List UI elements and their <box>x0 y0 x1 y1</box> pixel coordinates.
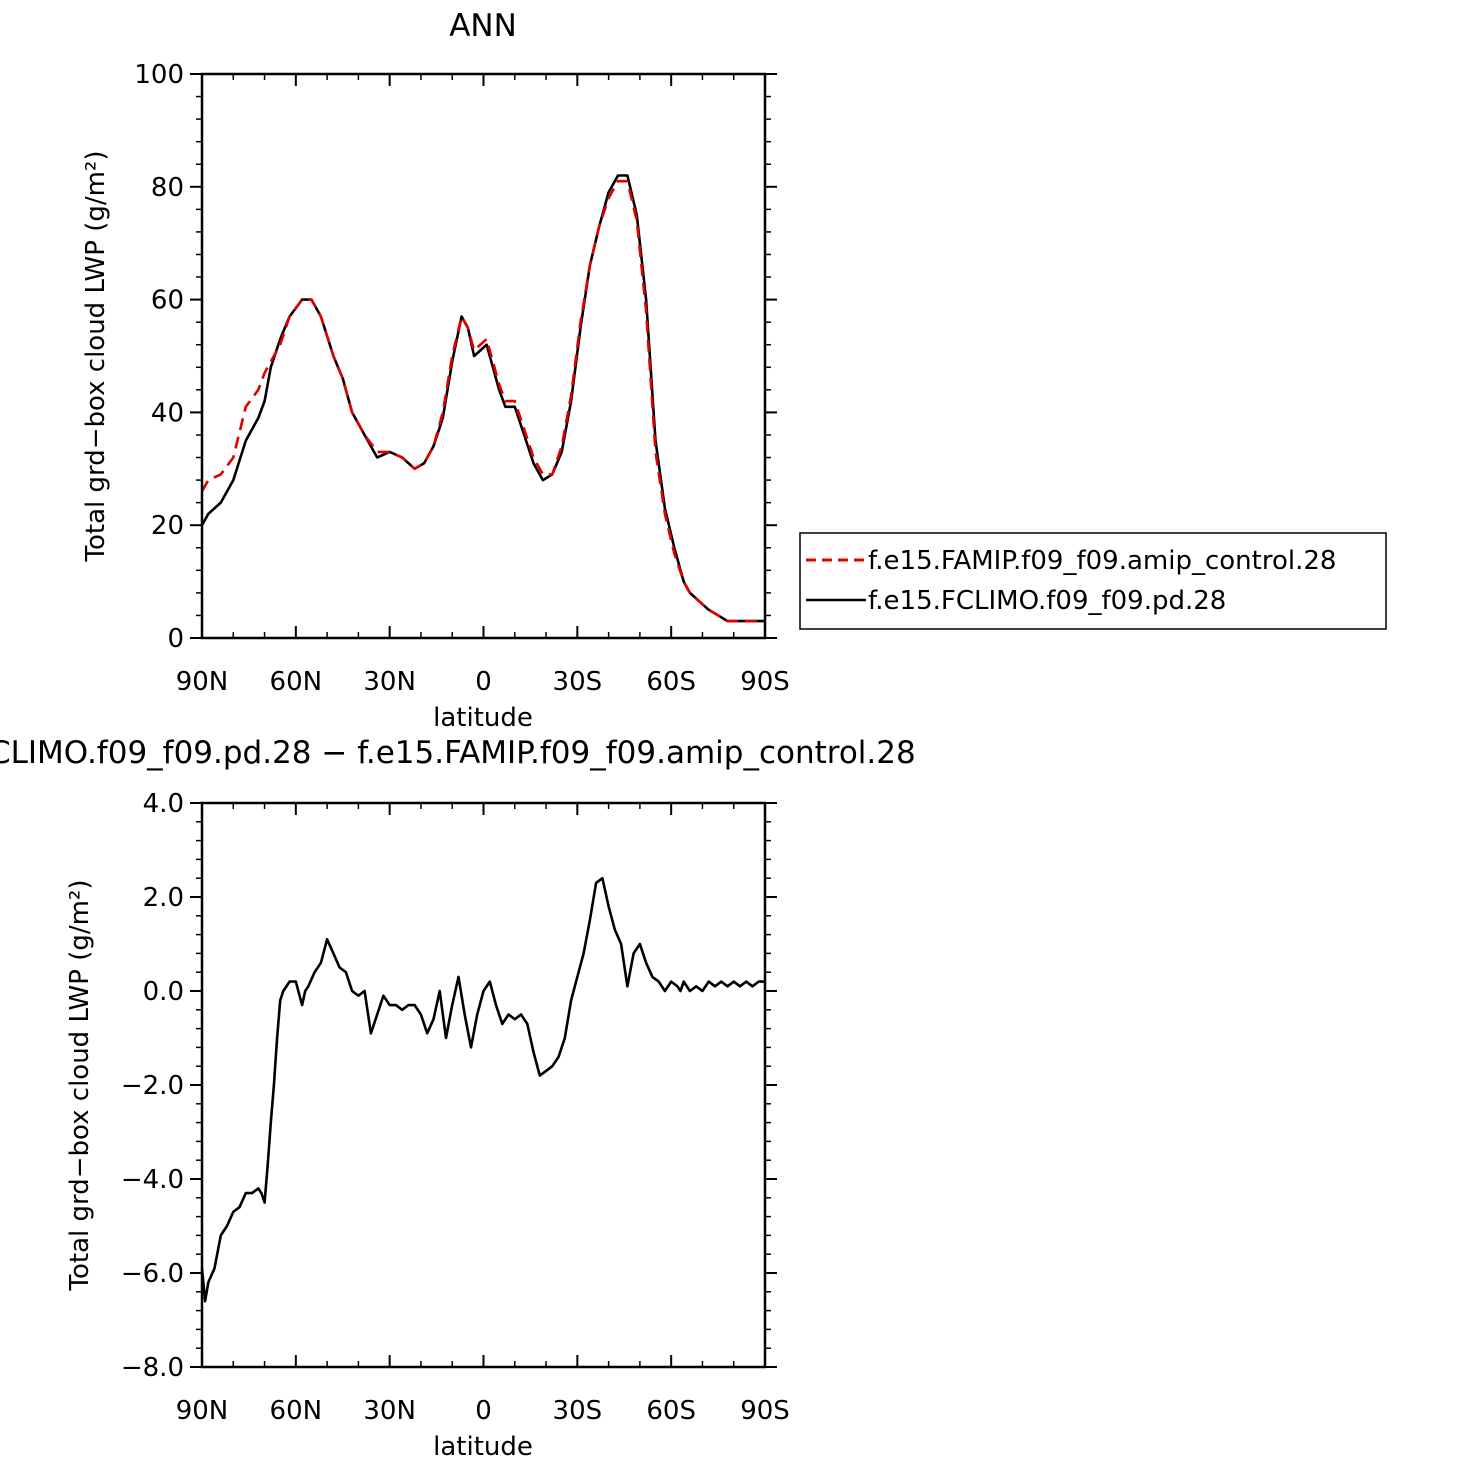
legend-label-fclimo: f.e15.FCLIMO.f09_f09.pd.28 <box>868 586 1226 616</box>
legend: f.e15.FAMIP.f09_f09.amip_control.28 f.e1… <box>799 532 1387 630</box>
top-y-tick-label: 60 <box>151 286 184 316</box>
bottom-y-tick-label: 4.0 <box>143 789 184 819</box>
bottom-y-axis-label: Total grd−box cloud LWP (g/m²) <box>65 880 95 1292</box>
bottom-x-tick-label: 30S <box>553 1396 603 1426</box>
bottom-x-tick-label: 90S <box>740 1396 790 1426</box>
top-x-tick-label: 60N <box>270 667 323 697</box>
top-x-tick-label: 90S <box>740 667 790 697</box>
top-x-axis-label: latitude <box>433 703 533 733</box>
top-x-tick-label: 90N <box>176 667 229 697</box>
top-y-tick-label: 100 <box>134 60 184 90</box>
top-y-axis-label: Total grd−box cloud LWP (g/m²) <box>81 151 111 563</box>
bottom-x-axis-label: latitude <box>433 1432 533 1462</box>
top-x-tick-label: 30N <box>363 667 416 697</box>
bottom-chart-title: f.e15.FCLIMO.f09_f09.pd.28 − f.e15.FAMIP… <box>0 735 916 771</box>
bottom-y-tick-label: −4.0 <box>121 1165 184 1195</box>
top-panel: ANN 90N 60N 30N 0 30S 60S 90S 0 20 40 60 80 100 lati… <box>81 8 1387 733</box>
bottom-y-tick-label: 2.0 <box>143 883 184 913</box>
bottom-x-tick-label: 30N <box>363 1396 416 1426</box>
top-y-tick-label: 40 <box>151 398 184 428</box>
top-plot-frame <box>200 72 767 640</box>
bottom-panel: f.e15.FCLIMO.f09_f09.pd.28 − f.e15.FAMIP… <box>0 735 916 1462</box>
top-x-tick-label: 30S <box>553 667 603 697</box>
bottom-x-tick-label: 0 <box>475 1396 492 1426</box>
bottom-x-tick-label: 60S <box>646 1396 696 1426</box>
top-y-tick-label: 20 <box>151 511 184 541</box>
bottom-series-line-0 <box>200 876 765 1303</box>
bottom-plot-frame <box>200 801 767 1369</box>
bottom-y-tick-label: 0.0 <box>143 977 184 1007</box>
legend-box <box>799 532 1387 630</box>
top-series-line-1 <box>200 179 765 623</box>
bottom-x-tick-label: 90N <box>176 1396 229 1426</box>
top-x-tick-label: 0 <box>475 667 492 697</box>
legend-label-famip: f.e15.FAMIP.f09_f09.amip_control.28 <box>868 546 1336 576</box>
bottom-x-tick-label: 60N <box>270 1396 323 1426</box>
bottom-y-tick-label: −8.0 <box>121 1353 184 1383</box>
top-x-tick-label: 60S <box>646 667 696 697</box>
top-y-tick-label: 80 <box>151 173 184 203</box>
bottom-y-tick-label: −6.0 <box>121 1259 184 1289</box>
top-series-line-0 <box>200 174 765 623</box>
top-chart-title: ANN <box>449 8 517 44</box>
top-y-tick-label: 0 <box>167 624 184 654</box>
bottom-y-tick-label: −2.0 <box>121 1071 184 1101</box>
